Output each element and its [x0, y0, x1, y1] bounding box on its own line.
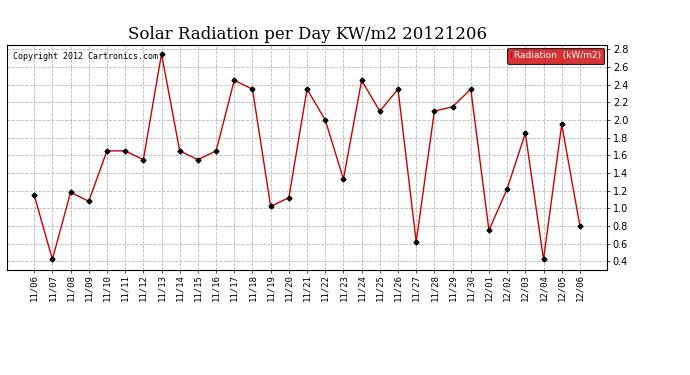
- Title: Solar Radiation per Day KW/m2 20121206: Solar Radiation per Day KW/m2 20121206: [128, 27, 486, 44]
- Legend: Radiation  (kW/m2): Radiation (kW/m2): [507, 48, 604, 64]
- Text: Copyright 2012 Cartronics.com: Copyright 2012 Cartronics.com: [13, 52, 158, 61]
